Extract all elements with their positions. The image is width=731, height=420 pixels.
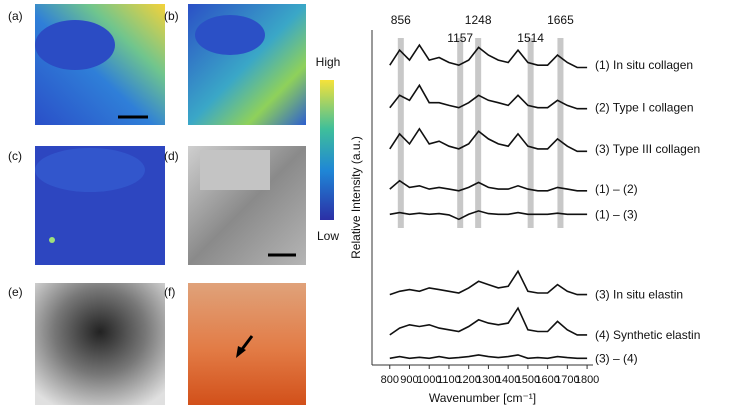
spectrum-line xyxy=(389,306,588,336)
peak-label: 1665 xyxy=(547,13,574,27)
series-label: (1) – (2) xyxy=(595,182,638,196)
x-tick-label: 1400 xyxy=(496,374,520,386)
spectrum-line xyxy=(389,43,588,69)
arrow-head xyxy=(236,346,246,358)
spectrum-line xyxy=(389,210,588,221)
colorbar: High Low xyxy=(316,55,341,243)
panel-d-region xyxy=(200,150,270,190)
peak-label: 1248 xyxy=(465,13,492,27)
panel-label: (a) xyxy=(8,9,23,23)
series-label: (3) Type III collagen xyxy=(595,142,700,156)
panel-label: (f) xyxy=(164,285,175,299)
colorbar-scale xyxy=(320,80,334,220)
series-label: (1) – (3) xyxy=(595,207,638,221)
y-axis-label: Relative Intensity (a.u.) xyxy=(349,136,363,259)
series-label: (2) Type I collagen xyxy=(595,101,694,115)
panel-e-image xyxy=(35,283,165,405)
x-tick-label: 1300 xyxy=(476,374,500,386)
colorbar-low: Low xyxy=(317,229,339,243)
panel-c-region xyxy=(35,148,145,192)
x-tick-label: 800 xyxy=(381,374,399,386)
panel-label: (d) xyxy=(164,149,179,163)
x-tick-label: 1100 xyxy=(437,374,461,386)
peak-band xyxy=(557,38,564,228)
series-label: (4) Synthetic elastin xyxy=(595,328,700,342)
spectrum-line xyxy=(389,127,588,153)
spectrum-line xyxy=(389,179,588,192)
panel-c-spot xyxy=(49,237,55,243)
panel-b-region xyxy=(195,15,265,55)
peak-band xyxy=(397,38,404,228)
peak-label: 1157 xyxy=(447,31,473,45)
peak-label: 856 xyxy=(391,13,411,27)
series-label: (3) – (4) xyxy=(595,351,638,365)
image-panels: (a) (b) (c) (d) (e) (f) xyxy=(8,4,306,405)
peak-band xyxy=(527,38,534,228)
peak-band xyxy=(457,38,464,228)
spectrum-line xyxy=(389,269,588,296)
x-tick-label: 1700 xyxy=(555,374,579,386)
panel-a-region xyxy=(35,20,115,70)
panel-label: (e) xyxy=(8,285,23,299)
panel-label: (b) xyxy=(164,9,179,23)
colorbar-high: High xyxy=(316,55,341,69)
series-label: (1) In situ collagen xyxy=(595,58,693,72)
x-tick-label: 900 xyxy=(400,374,418,386)
series-label: (3) In situ elastin xyxy=(595,288,683,302)
x-tick-label: 1000 xyxy=(417,374,441,386)
x-tick-label: 1500 xyxy=(516,374,540,386)
spectrum-line xyxy=(389,354,588,360)
x-tick-label: 1600 xyxy=(535,374,559,386)
x-tick-label: 1800 xyxy=(575,374,599,386)
x-tick-label: 1200 xyxy=(456,374,480,386)
x-axis-label: Wavenumber [cm⁻¹] xyxy=(429,391,536,405)
peak-label: 1514 xyxy=(517,31,544,45)
panel-label: (c) xyxy=(8,149,22,163)
spectrum-line xyxy=(389,83,588,110)
